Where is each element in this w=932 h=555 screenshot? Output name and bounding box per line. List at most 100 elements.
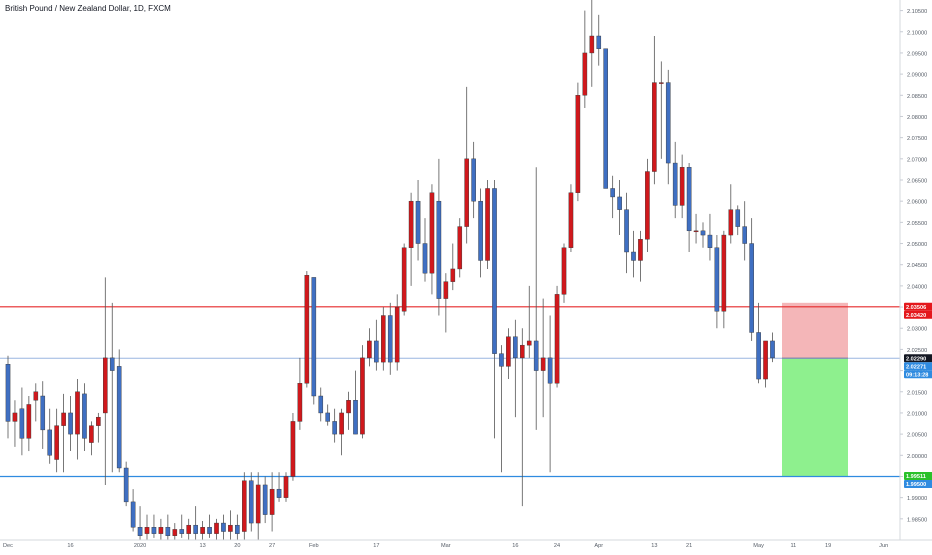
candle-body [193, 524, 198, 534]
candle-body [700, 230, 706, 236]
candle-body [207, 527, 212, 534]
price-tag-bg [904, 472, 932, 481]
x-tick-label: 16 [512, 543, 518, 549]
stop-loss-zone [782, 302, 848, 359]
candle-body [353, 400, 358, 435]
candle-body [179, 529, 185, 534]
candle-body [408, 200, 414, 248]
candle [248, 472, 254, 532]
candle-body [123, 467, 129, 503]
candle [40, 381, 46, 449]
candle [158, 518, 164, 540]
candle [241, 472, 247, 540]
x-tick-label: 16 [67, 543, 73, 549]
candle-body [186, 524, 192, 534]
candle-body [665, 82, 671, 164]
candle [325, 404, 331, 426]
candle [82, 383, 87, 452]
candle-body [645, 171, 650, 240]
candle-body [61, 412, 66, 426]
candle [568, 184, 574, 252]
candle-body [707, 234, 713, 248]
candle [54, 408, 59, 473]
candle-body [679, 167, 685, 206]
candle [339, 408, 344, 456]
candle-body [262, 484, 268, 515]
candle-body [228, 524, 233, 532]
x-tick-label: 2020 [134, 543, 146, 549]
candle [381, 307, 386, 371]
y-tick-label: 2.07000 [907, 157, 927, 163]
candle-body [693, 230, 699, 233]
candle-body [33, 391, 39, 401]
candle [770, 332, 775, 363]
y-tick-label: 2.00000 [907, 454, 927, 460]
y-tick-label: 2.06500 [907, 179, 927, 185]
candle [401, 243, 407, 316]
candle-body [492, 188, 497, 354]
candle-body [367, 340, 372, 359]
candle-body [276, 488, 282, 498]
candle [5, 355, 11, 439]
candle-body [297, 383, 303, 422]
x-tick-label: 19 [825, 543, 831, 549]
candle [540, 298, 546, 418]
x-tick-label: 11 [790, 543, 796, 549]
candle [582, 10, 588, 108]
candle [596, 14, 602, 66]
candle-body [422, 243, 428, 274]
candle [603, 48, 608, 189]
horizontal-levels [0, 306, 900, 478]
candle [513, 319, 518, 418]
candle-body [96, 416, 101, 426]
candle [749, 218, 754, 341]
candle [172, 523, 178, 540]
candle-body [19, 408, 25, 439]
candle [624, 192, 629, 274]
candle [193, 506, 198, 540]
candle-body [582, 52, 588, 96]
candle-body [436, 200, 442, 299]
x-tick-label: Feb [309, 543, 319, 549]
candle-body [221, 522, 226, 532]
candle-body [735, 209, 741, 227]
candle [436, 158, 442, 316]
candle-body [144, 527, 150, 534]
candle [429, 184, 435, 295]
candle-body [443, 281, 449, 299]
candle-body [610, 188, 615, 198]
candle [137, 506, 143, 540]
candle-body [241, 480, 247, 532]
take-profit-zone [782, 358, 848, 477]
candle [700, 222, 706, 248]
candle [652, 36, 657, 185]
candle-body [603, 48, 608, 189]
candle [499, 345, 504, 473]
candle-body [290, 421, 296, 477]
x-tick-label: 24 [554, 543, 560, 549]
x-tick-label: Mar [441, 543, 451, 549]
candle-body [624, 209, 629, 253]
candle [130, 489, 136, 532]
x-tick-label: 21 [686, 543, 692, 549]
candle-body [429, 192, 435, 274]
y-tick-label: 2.04500 [907, 263, 927, 269]
candle [408, 192, 414, 286]
candle [707, 213, 713, 261]
x-tick-label: 27 [269, 543, 275, 549]
candle-body [116, 366, 122, 469]
candle-body [756, 332, 761, 380]
price-tag-label: 2.03420 [906, 313, 926, 319]
candle-body [533, 340, 539, 371]
candle [123, 461, 129, 507]
y-tick-label: 2.01500 [907, 390, 927, 396]
price-tag: 2.03420 [904, 310, 932, 319]
candle [638, 230, 643, 282]
candle [165, 514, 171, 540]
candle-body [596, 35, 602, 49]
candle-body [311, 277, 317, 397]
candle [721, 230, 727, 329]
candle-body [401, 247, 407, 312]
